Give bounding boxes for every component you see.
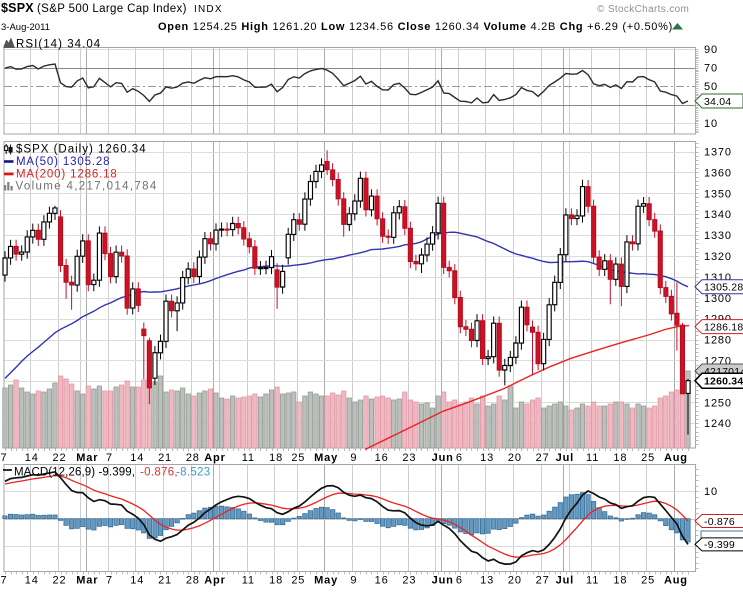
svg-text:90: 90 xyxy=(704,44,718,56)
svg-text:Apr: Apr xyxy=(204,575,226,587)
svg-text:70: 70 xyxy=(704,63,718,75)
svg-text:16: 16 xyxy=(375,575,389,587)
svg-text:1305.28: 1305.28 xyxy=(704,282,743,294)
svg-text:RSI(14) 34.04: RSI(14) 34.04 xyxy=(16,39,101,51)
svg-text:INDX: INDX xyxy=(194,4,223,15)
svg-text:-0.876: -0.876 xyxy=(704,516,735,528)
svg-text:18: 18 xyxy=(269,575,283,587)
svg-text:6: 6 xyxy=(456,575,463,587)
svg-text:1300: 1300 xyxy=(704,293,732,305)
svg-text:Mar: Mar xyxy=(76,452,98,464)
svg-text:21: 21 xyxy=(158,452,172,464)
svg-text:9: 9 xyxy=(350,452,357,464)
svg-text:27: 27 xyxy=(536,575,550,587)
svg-text:1320: 1320 xyxy=(704,251,732,263)
svg-text:$SPX: $SPX xyxy=(1,1,34,15)
svg-text:(S&P 500 Large Cap Index): (S&P 500 Large Cap Index) xyxy=(37,3,187,15)
svg-text:25: 25 xyxy=(641,575,655,587)
svg-text:25: 25 xyxy=(641,452,655,464)
svg-text:11: 11 xyxy=(242,452,255,464)
svg-text:16: 16 xyxy=(375,452,389,464)
svg-text:Mar: Mar xyxy=(76,575,98,587)
svg-text:22: 22 xyxy=(53,452,67,464)
svg-text:28: 28 xyxy=(186,452,200,464)
svg-text:1340: 1340 xyxy=(704,209,732,221)
svg-text:Aug: Aug xyxy=(664,452,688,464)
svg-text:25: 25 xyxy=(291,452,305,464)
svg-text:MA(200) 1286.18: MA(200) 1286.18 xyxy=(16,169,118,181)
svg-text:1240: 1240 xyxy=(704,418,732,430)
svg-text:Volume 4,217,014,784: Volume 4,217,014,784 xyxy=(16,181,158,193)
svg-text:28: 28 xyxy=(186,575,200,587)
svg-text:10: 10 xyxy=(704,118,718,130)
svg-text:May: May xyxy=(314,452,338,464)
svg-text:23: 23 xyxy=(402,452,416,464)
svg-text:May: May xyxy=(314,575,338,587)
svg-text:18: 18 xyxy=(613,452,627,464)
svg-text:7: 7 xyxy=(1,452,8,464)
svg-text:7: 7 xyxy=(106,575,113,587)
svg-text:1330: 1330 xyxy=(704,230,732,242)
svg-text:18: 18 xyxy=(613,575,627,587)
svg-text:Jul: Jul xyxy=(556,575,574,587)
svg-text:14: 14 xyxy=(130,452,144,464)
svg-text:11: 11 xyxy=(242,575,255,587)
svg-text:MACD(12,26,9) -9.399,: MACD(12,26,9) -9.399, xyxy=(14,467,135,479)
svg-text:Jun: Jun xyxy=(432,575,454,587)
svg-text:1280: 1280 xyxy=(704,335,732,347)
svg-text:Jul: Jul xyxy=(556,452,574,464)
svg-text:34.04: 34.04 xyxy=(704,96,731,108)
svg-text:10: 10 xyxy=(704,486,718,498)
svg-text:23: 23 xyxy=(402,575,416,587)
svg-text:-0.876,: -0.876, xyxy=(140,467,178,479)
svg-text:1360: 1360 xyxy=(704,167,732,179)
svg-text:-9.399: -9.399 xyxy=(704,539,735,551)
svg-text:7: 7 xyxy=(106,452,113,464)
svg-text:20: 20 xyxy=(508,452,522,464)
svg-text:22: 22 xyxy=(53,575,67,587)
svg-text:MA(50) 1305.28: MA(50) 1305.28 xyxy=(16,156,110,168)
svg-text:14: 14 xyxy=(25,575,39,587)
svg-text:25: 25 xyxy=(291,575,305,587)
svg-text:-8.523: -8.523 xyxy=(176,467,210,479)
svg-text:14: 14 xyxy=(25,452,39,464)
svg-text:1286.18: 1286.18 xyxy=(704,321,743,333)
svg-text:13: 13 xyxy=(480,452,494,464)
svg-text:Apr: Apr xyxy=(204,452,226,464)
svg-text:Jun: Jun xyxy=(432,452,454,464)
svg-text:© StockCharts.com: © StockCharts.com xyxy=(597,4,689,15)
svg-text:14: 14 xyxy=(130,575,144,587)
svg-text:3-Aug-2011: 3-Aug-2011 xyxy=(1,22,50,33)
svg-text:13: 13 xyxy=(480,575,494,587)
svg-text:18: 18 xyxy=(269,452,283,464)
svg-text:50: 50 xyxy=(704,81,718,93)
svg-text:$SPX (Daily) 1260.34: $SPX (Daily) 1260.34 xyxy=(16,144,147,156)
svg-text:20: 20 xyxy=(508,575,522,587)
svg-text:11: 11 xyxy=(586,452,599,464)
svg-text:6: 6 xyxy=(456,452,463,464)
svg-text:21: 21 xyxy=(158,575,172,587)
svg-text:11: 11 xyxy=(586,575,599,587)
svg-text:9: 9 xyxy=(350,575,357,587)
svg-text:1350: 1350 xyxy=(704,188,732,200)
svg-text:1260.34: 1260.34 xyxy=(704,375,743,387)
svg-text:Open 1254.25 High 1261.20 Low: Open 1254.25 High 1261.20 Low 1234.56 Cl… xyxy=(158,21,673,33)
svg-text:1370: 1370 xyxy=(704,147,732,159)
svg-text:7: 7 xyxy=(1,575,8,587)
svg-text:Aug: Aug xyxy=(664,575,688,587)
svg-text:1250: 1250 xyxy=(704,397,732,409)
svg-text:27: 27 xyxy=(536,452,550,464)
